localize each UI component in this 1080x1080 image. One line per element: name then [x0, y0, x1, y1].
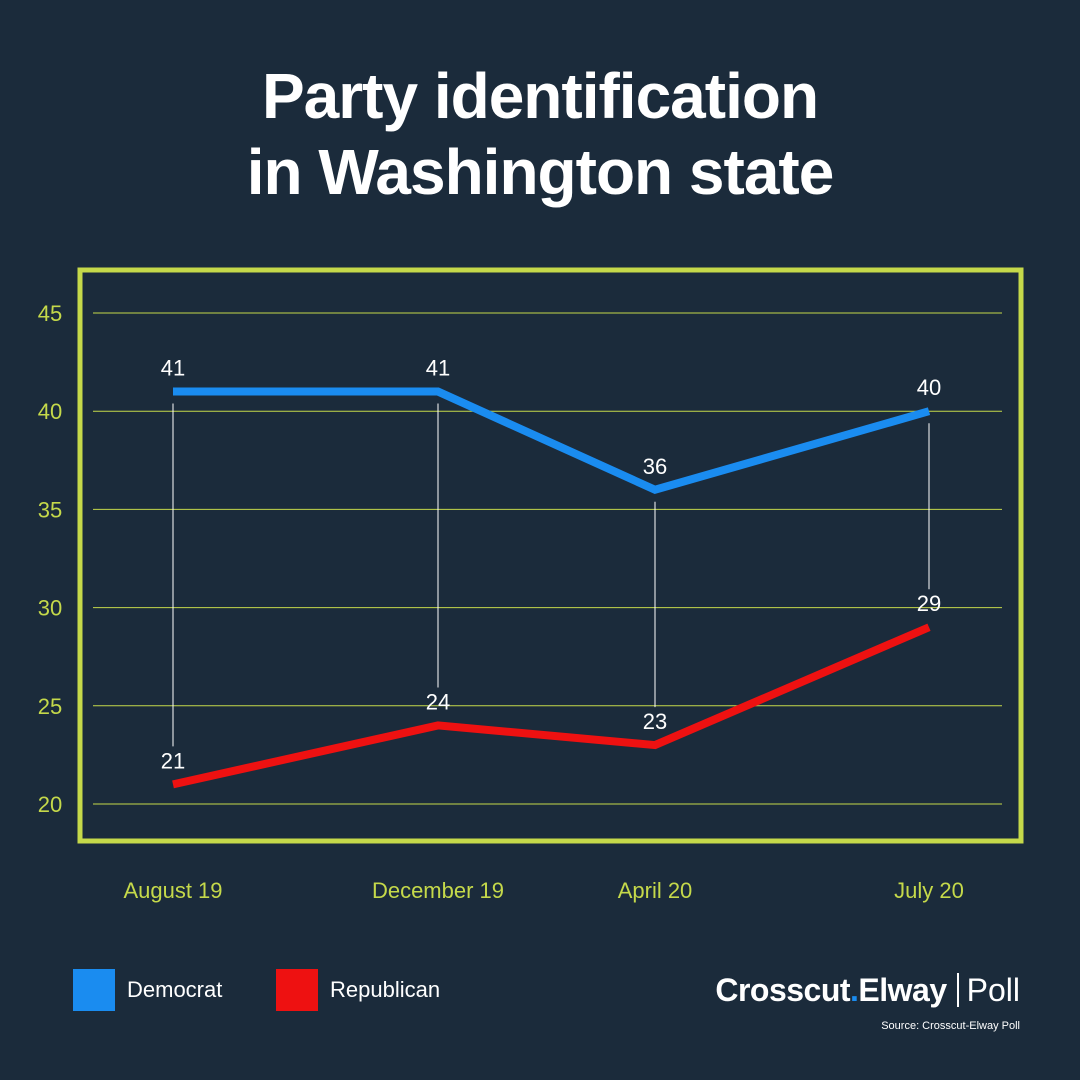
source-note: Source: Crosscut-Elway Poll: [881, 1020, 1020, 1032]
data-label-republican-2: 23: [643, 709, 667, 734]
data-label-republican-3: 29: [917, 591, 941, 616]
plot-frame: [77, 267, 1024, 844]
legend-swatch-democrat: [73, 969, 115, 1011]
brand-dot: .: [850, 971, 859, 1008]
y-tick-label-20: 20: [38, 792, 62, 817]
data-label-republican-1: 24: [426, 689, 450, 714]
y-tick-label-25: 25: [38, 694, 62, 719]
y-tick-label-40: 40: [38, 399, 62, 424]
data-label-democrat-0: 41: [161, 356, 185, 381]
brand-name-part1: Crosscut: [715, 971, 851, 1008]
y-tick-label-30: 30: [38, 596, 62, 621]
brand-name-part2: Elway: [858, 971, 947, 1008]
x-tick-label-0: August 19: [123, 878, 222, 903]
legend-item-democrat: Democrat: [73, 968, 222, 1012]
chart-title-line-1: Party identification: [261, 60, 819, 132]
series-line-republican: [172, 623, 931, 789]
y-tick-label-45: 45: [38, 301, 62, 326]
legend-label-republican: Republican: [330, 977, 441, 1002]
legend-label-democrat: Democrat: [127, 977, 223, 1002]
brand-separator: [956, 973, 959, 1007]
series-line-democrat: [173, 387, 931, 495]
brand-poll: Poll: [966, 971, 1020, 1008]
brand-logo: Crosscut. Elway Poll: [715, 968, 1020, 1012]
data-label-democrat-2: 36: [643, 454, 667, 479]
x-tick-label-1: December 19: [372, 878, 504, 903]
chart-title-line-2: in Washington state: [246, 136, 835, 208]
legend-swatch-republican: [276, 969, 318, 1011]
x-tick-label-2: April 20: [618, 878, 693, 903]
y-tick-label-35: 35: [38, 497, 62, 522]
chart-title: Party identification in Washington state: [0, 58, 1080, 210]
data-label-democrat-3: 40: [917, 375, 941, 400]
legend-item-republican: Republican: [276, 968, 440, 1012]
x-tick-label-3: July 20: [894, 878, 964, 903]
data-label-republican-0: 21: [161, 748, 185, 773]
data-label-democrat-1: 41: [426, 356, 450, 381]
